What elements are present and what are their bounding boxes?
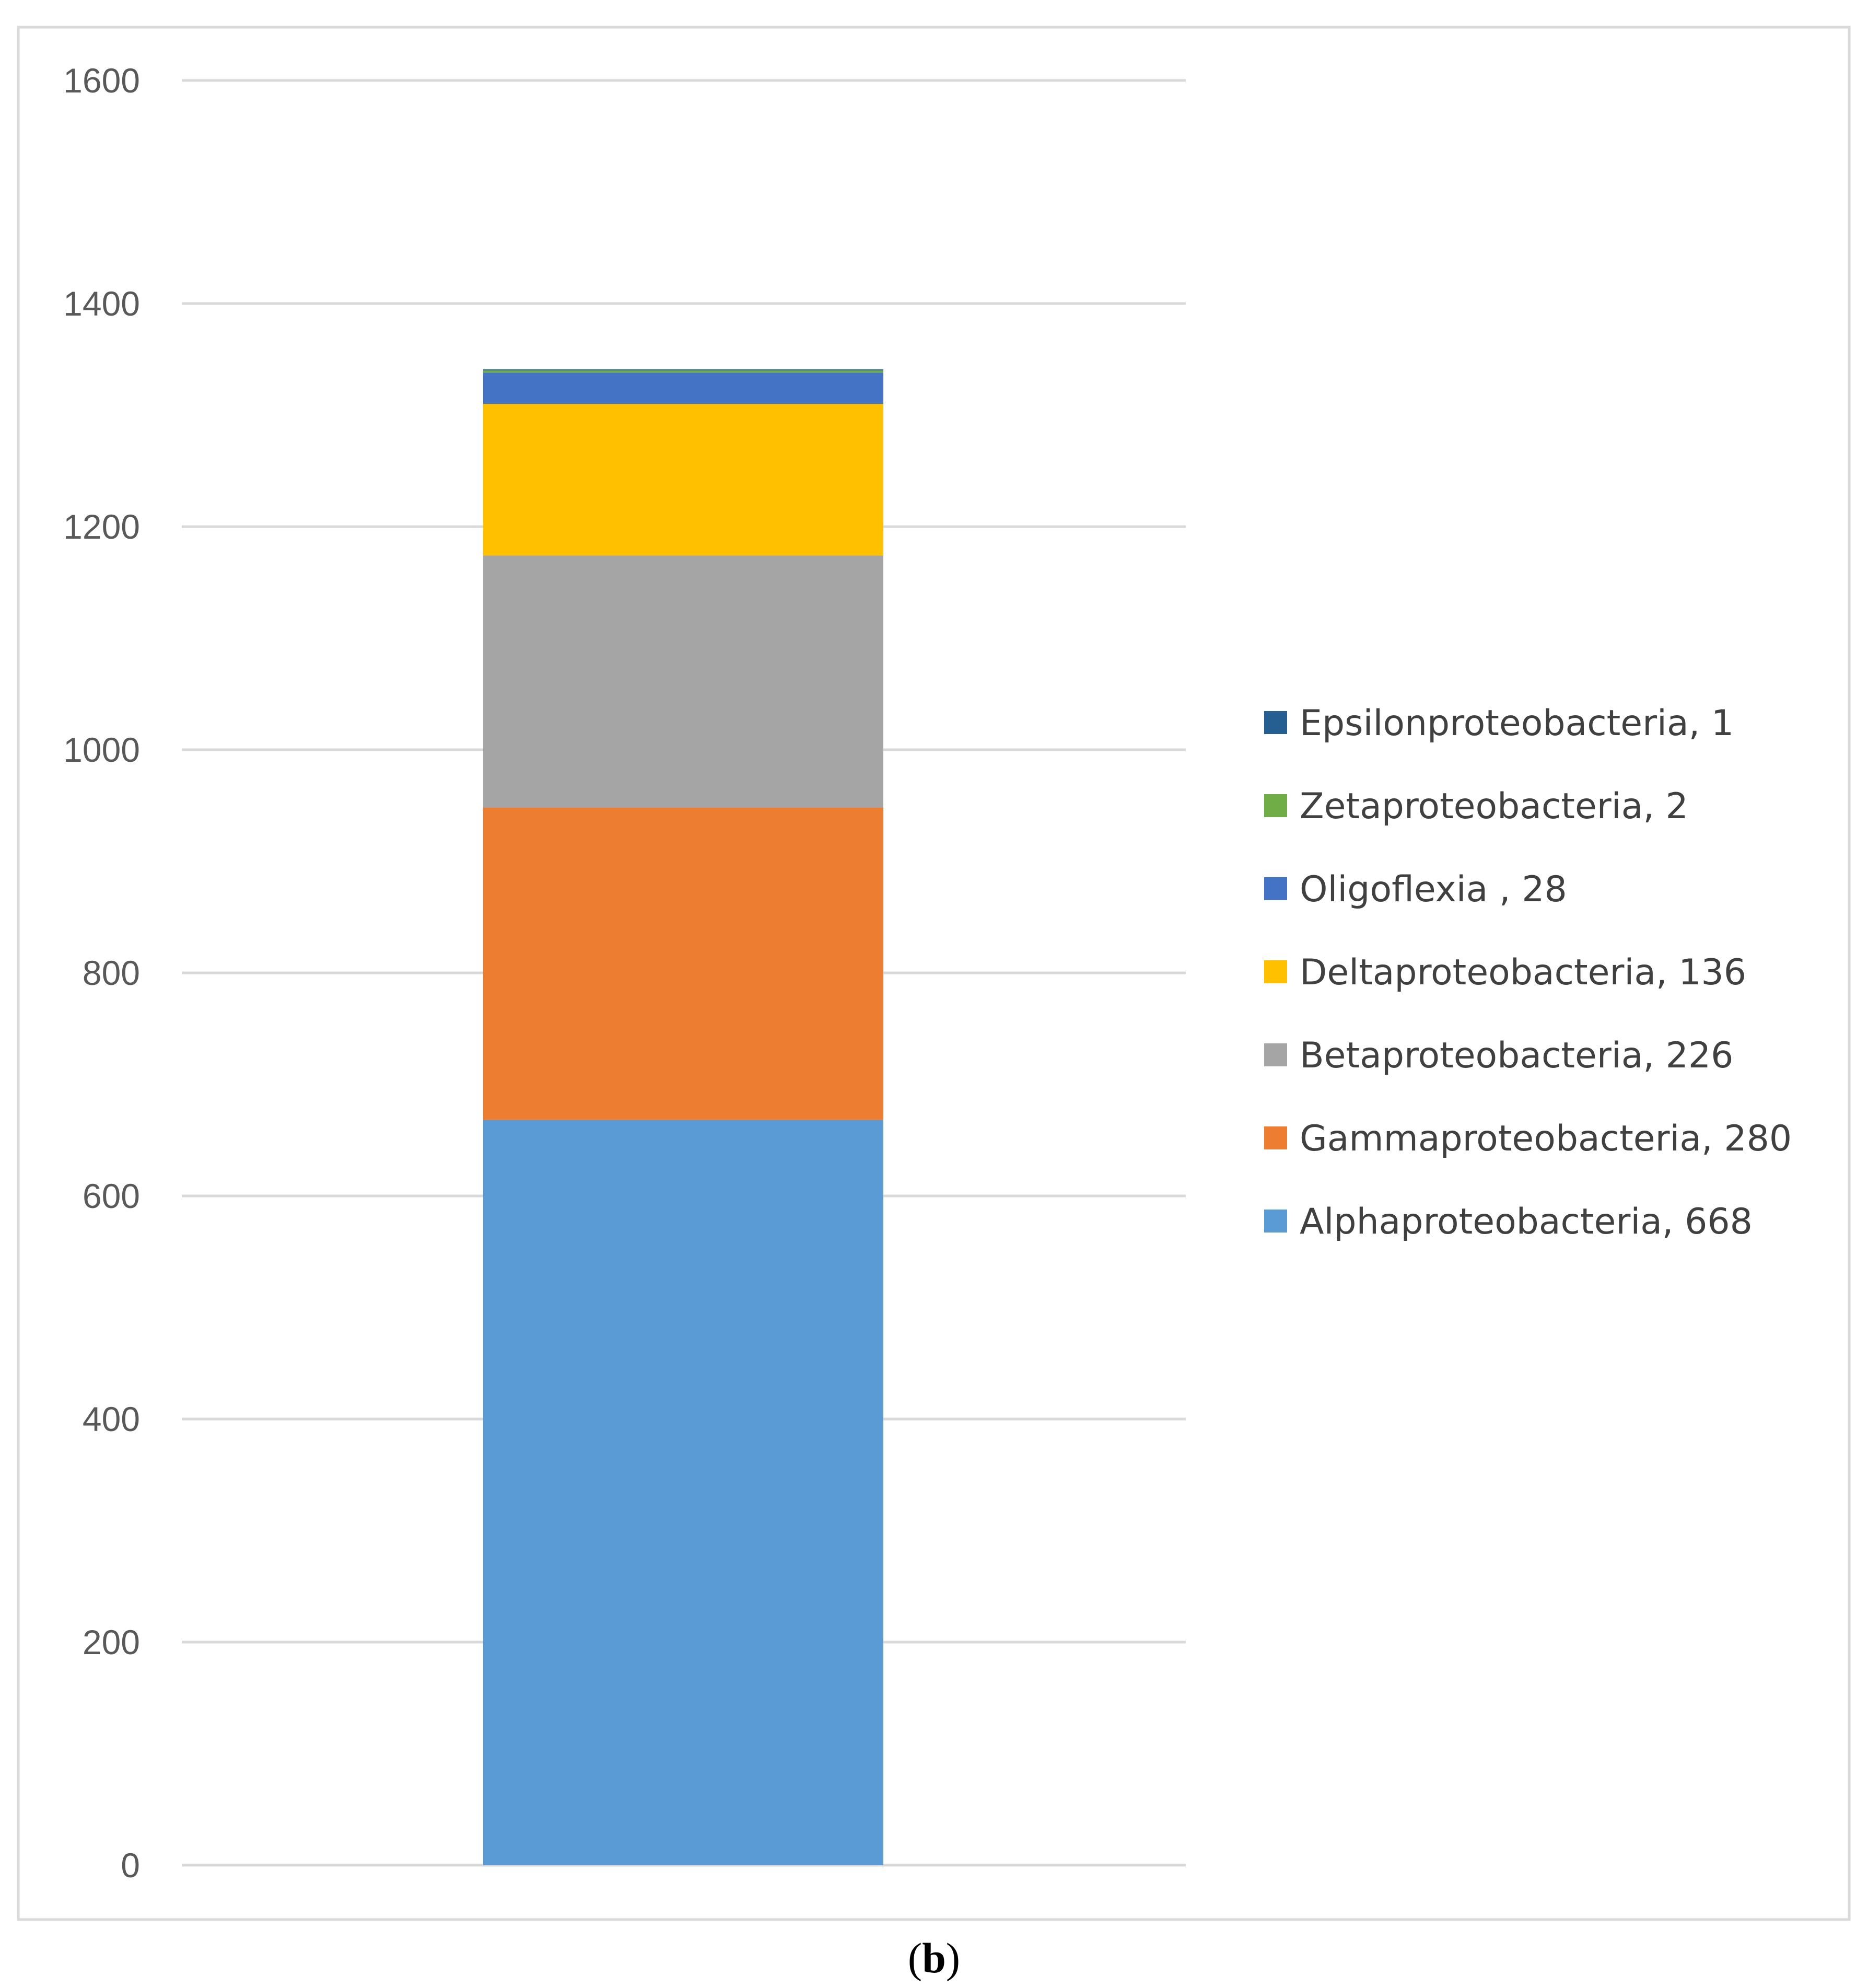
bar-segment-oligoflexia — [483, 373, 883, 404]
legend-swatch — [1264, 1210, 1287, 1233]
legend-swatch — [1264, 1126, 1287, 1149]
caption-letter: b — [922, 1934, 946, 1982]
legend-item: Gammaproteobacteria, 280 — [1264, 1118, 1792, 1159]
y-tick-label: 200 — [83, 1623, 140, 1661]
y-axis-tick-labels: 0 200 400 600 800 1000 1200 1400 1600 — [63, 61, 140, 1885]
legend-item: Epsilonproteobacteria, 1 — [1264, 703, 1734, 744]
legend-item: Oligoflexia , 28 — [1264, 869, 1567, 910]
legend-label: Epsilonproteobacteria, 1 — [1300, 703, 1734, 744]
legend-swatch — [1264, 877, 1287, 900]
legend-label: Alphaproteobacteria, 668 — [1300, 1201, 1753, 1242]
legend-label: Betaproteobacteria, 226 — [1300, 1035, 1733, 1076]
y-tick-label: 1600 — [63, 61, 140, 100]
caption-close-paren: ) — [946, 1934, 960, 1982]
legend-item: Alphaproteobacteria, 668 — [1264, 1201, 1753, 1242]
bar-segment-gammaproteobacteria — [483, 808, 883, 1120]
legend-swatch — [1264, 1043, 1287, 1066]
legend-swatch — [1264, 794, 1287, 817]
caption-open-paren: ( — [908, 1934, 922, 1982]
legend-swatch — [1264, 960, 1287, 983]
y-tick-label: 400 — [83, 1400, 140, 1438]
bar-segment-deltaproteobacteria — [483, 404, 883, 556]
y-tick-label: 1000 — [63, 730, 140, 769]
legend: Epsilonproteobacteria, 1 Zetaproteobacter… — [1264, 703, 1792, 1242]
legend-label: Deltaproteobacteria, 136 — [1300, 952, 1746, 993]
legend-label: Oligoflexia , 28 — [1300, 869, 1567, 910]
y-tick-label: 1400 — [63, 284, 140, 323]
stacked-bar — [483, 369, 883, 1865]
legend-item: Zetaproteobacteria, 2 — [1264, 786, 1688, 827]
y-tick-label: 0 — [121, 1846, 140, 1885]
legend-item: Betaproteobacteria, 226 — [1264, 1035, 1733, 1076]
bar-segment-zetaproteobacteria — [483, 370, 883, 373]
legend-item: Deltaproteobacteria, 136 — [1264, 952, 1746, 993]
y-tick-label: 600 — [83, 1177, 140, 1215]
legend-label: Gammaproteobacteria, 280 — [1300, 1118, 1792, 1159]
legend-label: Zetaproteobacteria, 2 — [1300, 786, 1688, 827]
legend-swatch — [1264, 711, 1287, 734]
y-tick-label: 800 — [83, 954, 140, 992]
bar-segment-betaproteobacteria — [483, 555, 883, 808]
bar-segment-epsilonproteobacteria — [483, 369, 883, 371]
y-tick-label: 1200 — [63, 507, 140, 546]
figure-caption: (b) — [908, 1934, 960, 1982]
bar-segment-alphaproteobacteria — [483, 1120, 883, 1865]
